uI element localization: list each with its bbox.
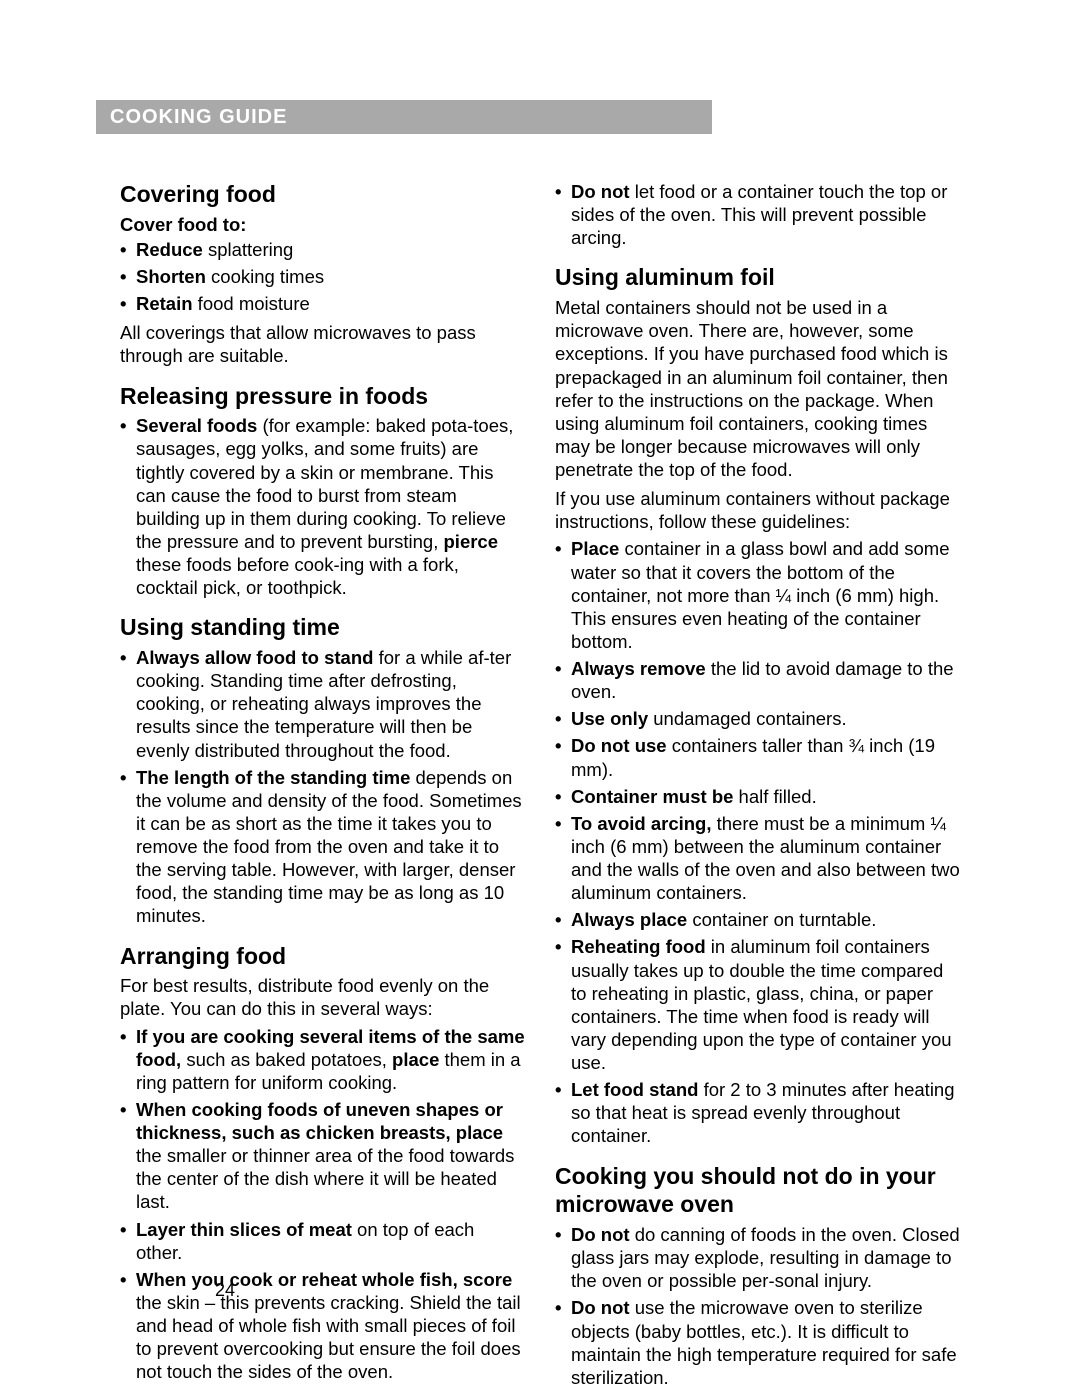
heading-aluminum-foil: Using aluminum foil	[555, 263, 960, 292]
list-continued: Do not let food or a container touch the…	[555, 180, 960, 249]
heading-covering-food: Covering food	[120, 180, 525, 209]
list-aluminum-foil: Place container in a glass bowl and add …	[555, 537, 960, 1147]
list-arranging-food: If you are cooking several items of the …	[120, 1025, 525, 1384]
list-standing-time: Always allow food to stand for a while a…	[120, 646, 525, 928]
list-item: Always place container on turntable.	[555, 908, 960, 931]
list-item: When you cook or reheat whole fish, scor…	[120, 1268, 525, 1384]
content-columns: Covering food Cover food to: Reduce spla…	[120, 180, 960, 1393]
list-item: Let food stand for 2 to 3 minutes after …	[555, 1078, 960, 1147]
list-item: Reduce splattering	[120, 238, 525, 261]
heading-should-not-do: Cooking you should not do in your microw…	[555, 1162, 960, 1220]
list-item: Always remove the lid to avoid damage to…	[555, 657, 960, 703]
list-item: Reheating food in aluminum foil containe…	[555, 935, 960, 1074]
heading-standing-time: Using standing time	[120, 613, 525, 642]
section-header-text: COOKING GUIDE	[110, 106, 287, 129]
list-item: The length of the standing time depends …	[120, 766, 525, 928]
page-number: 24	[215, 1280, 235, 1301]
left-column: Covering food Cover food to: Reduce spla…	[120, 180, 525, 1393]
list-item: Retain food moisture	[120, 292, 525, 315]
list-item: Use only undamaged containers.	[555, 707, 960, 730]
subhead-cover-food-to: Cover food to:	[120, 213, 525, 236]
heading-releasing-pressure: Releasing pressure in foods	[120, 382, 525, 411]
paragraph: For best results, distribute food evenly…	[120, 974, 525, 1020]
list-item: If you are cooking several items of the …	[120, 1025, 525, 1094]
paragraph: Metal containers should not be used in a…	[555, 296, 960, 481]
list-item: Do not use the microwave oven to sterili…	[555, 1296, 960, 1389]
list-item: Do not do canning of foods in the oven. …	[555, 1223, 960, 1292]
list-item: When cooking foods of uneven shapes or t…	[120, 1098, 525, 1214]
list-item: Do not let food or a container touch the…	[555, 180, 960, 249]
list-item: To avoid arcing, there must be a minimum…	[555, 812, 960, 905]
list-item: Always allow food to stand for a while a…	[120, 646, 525, 762]
list-item: Do not use containers taller than ¾ inch…	[555, 734, 960, 780]
section-header-bar: COOKING GUIDE	[96, 100, 712, 134]
list-cover-food: Reduce splattering Shorten cooking times…	[120, 238, 525, 315]
paragraph: All coverings that allow microwaves to p…	[120, 321, 525, 367]
list-item: Shorten cooking times	[120, 265, 525, 288]
list-item: Several foods (for example: baked pota-t…	[120, 414, 525, 599]
right-column: Do not let food or a container touch the…	[555, 180, 960, 1393]
list-item: Container must be half filled.	[555, 785, 960, 808]
paragraph: If you use aluminum containers without p…	[555, 487, 960, 533]
list-should-not-do: Do not do canning of foods in the oven. …	[555, 1223, 960, 1389]
list-releasing-pressure: Several foods (for example: baked pota-t…	[120, 414, 525, 599]
list-item: Place container in a glass bowl and add …	[555, 537, 960, 653]
list-item: Layer thin slices of meat on top of each…	[120, 1218, 525, 1264]
heading-arranging-food: Arranging food	[120, 942, 525, 971]
